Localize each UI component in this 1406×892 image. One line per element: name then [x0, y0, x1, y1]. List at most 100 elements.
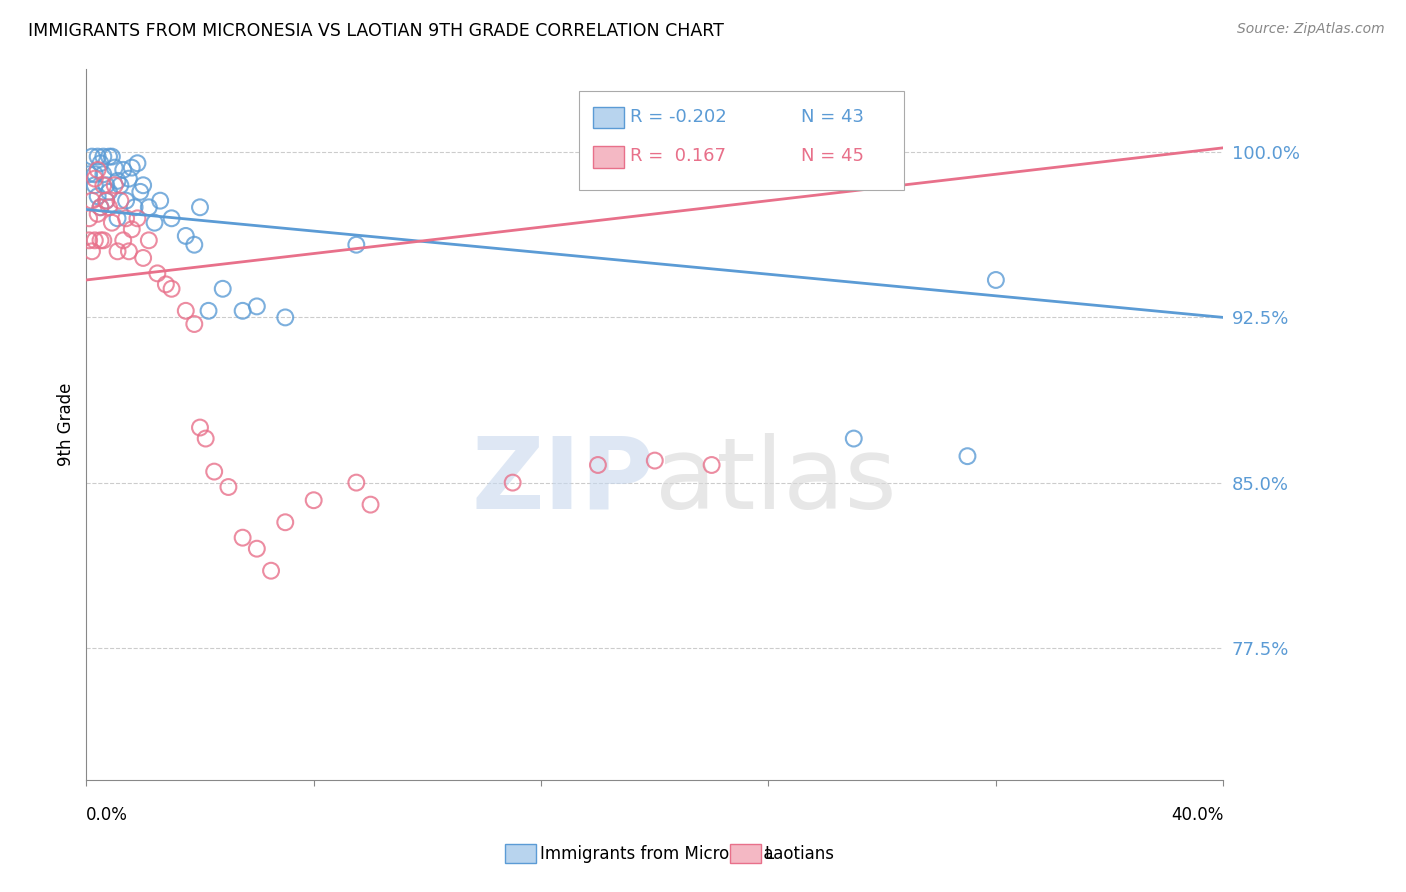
Point: [112, 233, 135, 247]
Point: [160, 282, 183, 296]
Point: [93, 150, 115, 164]
Point: [110, 178, 132, 193]
Point: [344, 475, 367, 490]
Point: [104, 161, 127, 175]
Point: [77, 211, 100, 226]
Point: [586, 458, 609, 472]
Text: Immigrants from Micronesia: Immigrants from Micronesia: [540, 845, 773, 863]
Point: [360, 498, 382, 512]
Point: [644, 453, 666, 467]
Point: [118, 244, 141, 259]
Point: [83, 171, 105, 186]
Text: R =  0.167: R = 0.167: [630, 147, 725, 165]
Point: [93, 167, 115, 181]
Point: [77, 167, 100, 181]
Point: [96, 194, 118, 208]
Point: [183, 237, 205, 252]
Point: [232, 531, 254, 545]
Point: [211, 282, 233, 296]
Point: [83, 233, 105, 247]
Point: [174, 228, 197, 243]
Point: [98, 150, 121, 164]
Point: [89, 200, 111, 214]
Point: [80, 244, 103, 259]
Text: Laotians: Laotians: [765, 845, 835, 863]
Point: [129, 185, 152, 199]
Point: [86, 150, 108, 164]
Point: [202, 465, 225, 479]
Point: [232, 303, 254, 318]
Point: [115, 194, 138, 208]
Point: [984, 273, 1007, 287]
Point: [146, 266, 169, 280]
Text: N = 45: N = 45: [801, 147, 865, 165]
Point: [112, 162, 135, 177]
Point: [118, 171, 141, 186]
Point: [121, 161, 143, 175]
Point: [155, 277, 177, 292]
Text: IMMIGRANTS FROM MICRONESIA VS LAOTIAN 9TH GRADE CORRELATION CHART: IMMIGRANTS FROM MICRONESIA VS LAOTIAN 9T…: [28, 22, 724, 40]
Point: [86, 189, 108, 203]
Point: [96, 178, 118, 193]
Point: [89, 156, 111, 170]
Point: [110, 194, 132, 208]
Text: ZIP: ZIP: [472, 433, 655, 530]
Point: [160, 211, 183, 226]
Point: [86, 162, 108, 177]
Point: [83, 178, 105, 193]
Point: [121, 222, 143, 236]
Point: [127, 156, 149, 170]
Point: [107, 211, 129, 226]
Point: [98, 185, 121, 199]
Point: [77, 233, 100, 247]
Point: [93, 233, 115, 247]
Point: [101, 216, 124, 230]
Point: [143, 216, 166, 230]
Point: [127, 211, 149, 226]
Point: [246, 541, 269, 556]
Text: N = 43: N = 43: [801, 108, 865, 126]
Point: [124, 200, 146, 214]
Point: [83, 167, 105, 181]
Point: [89, 233, 111, 247]
Point: [132, 251, 155, 265]
Point: [107, 174, 129, 188]
Point: [302, 493, 325, 508]
Point: [274, 515, 297, 529]
Point: [80, 150, 103, 164]
Point: [188, 200, 211, 214]
Point: [101, 150, 124, 164]
Point: [98, 200, 121, 214]
Point: [842, 432, 865, 446]
Point: [217, 480, 239, 494]
Point: [956, 449, 979, 463]
Point: [188, 420, 211, 434]
Point: [104, 178, 127, 193]
Point: [274, 310, 297, 325]
Text: 0.0%: 0.0%: [86, 806, 128, 824]
Point: [183, 317, 205, 331]
Point: [138, 233, 160, 247]
Point: [138, 200, 160, 214]
Text: R = -0.202: R = -0.202: [630, 108, 727, 126]
Text: 40.0%: 40.0%: [1171, 806, 1223, 824]
Point: [86, 207, 108, 221]
Point: [197, 303, 219, 318]
Point: [132, 178, 155, 193]
Point: [246, 299, 269, 313]
Point: [149, 194, 172, 208]
Point: [260, 564, 283, 578]
Point: [174, 303, 197, 318]
Point: [93, 178, 115, 193]
Point: [115, 211, 138, 226]
Point: [344, 237, 367, 252]
Point: [89, 200, 111, 214]
Point: [194, 432, 217, 446]
Point: [502, 475, 524, 490]
Point: [80, 194, 103, 208]
Point: [107, 244, 129, 259]
Y-axis label: 9th Grade: 9th Grade: [58, 383, 75, 466]
Point: [700, 458, 723, 472]
Text: atlas: atlas: [655, 433, 897, 530]
Text: Source: ZipAtlas.com: Source: ZipAtlas.com: [1237, 22, 1385, 37]
